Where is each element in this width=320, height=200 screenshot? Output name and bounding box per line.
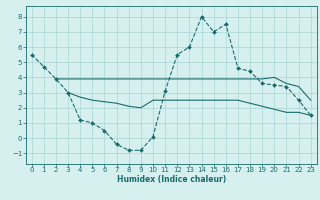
- X-axis label: Humidex (Indice chaleur): Humidex (Indice chaleur): [116, 175, 226, 184]
